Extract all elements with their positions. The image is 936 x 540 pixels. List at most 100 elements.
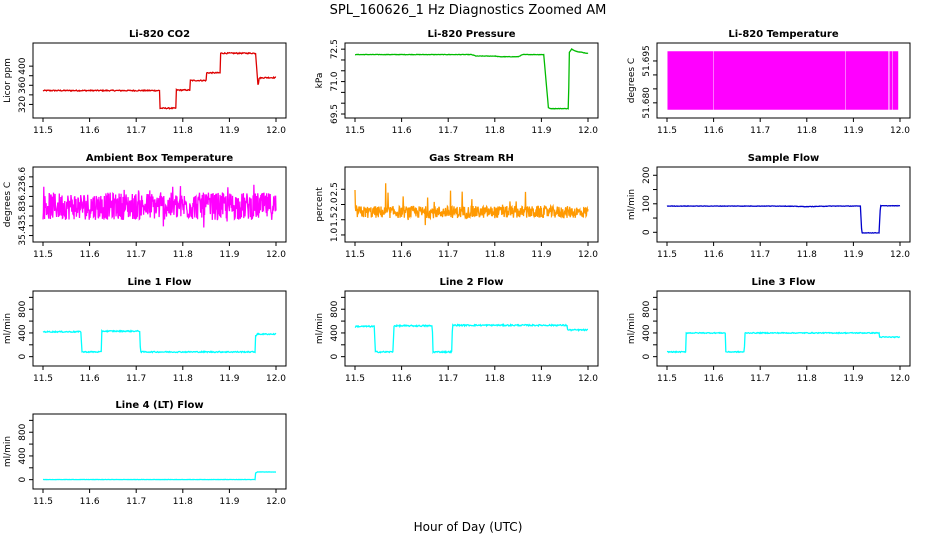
x-tick-label: 11.9: [843, 250, 863, 260]
plot-frame: [32, 413, 287, 490]
series-line-co2: [42, 51, 277, 110]
y-tick-label: 0: [18, 477, 28, 483]
x-tick-label: 11.6: [80, 126, 100, 136]
x-tick-label: 12.0: [890, 250, 910, 260]
x-axis: 11.5 11.6 11.7 11.8 11.9 12.0: [33, 242, 286, 260]
series-line-line1-flow: [42, 328, 277, 354]
x-tick-label: 11.5: [33, 250, 53, 260]
y-tick-label: 51.695: [642, 45, 652, 76]
series-line3-flow: [666, 331, 901, 354]
series-line2-flow: [354, 322, 589, 354]
panel-line1-flow: Line 1 Flow ml/min 11.5 11.6 11.7 11.8 11.9 12.…: [3, 277, 287, 384]
y-tick-label: 0: [18, 354, 28, 360]
series-line4-flow: [42, 471, 277, 481]
y-axis-label: ml/min: [3, 313, 13, 344]
y-axis: 0 400 800: [18, 419, 33, 483]
x-tick-label: 11.8: [173, 250, 193, 260]
y-tick-label: 400: [18, 324, 28, 341]
y-tick-label: 320: [18, 96, 28, 113]
x-tick-label: 11.9: [531, 250, 551, 260]
x-tick-label: 11.9: [531, 374, 551, 384]
series-line-line4-flow: [42, 471, 277, 481]
x-tick-label: 11.7: [126, 374, 146, 384]
x-axis: 11.5 11.6 11.7 11.8 11.9 12.0: [345, 118, 598, 136]
y-tick-label: 400: [18, 57, 28, 74]
x-tick-label: 11.5: [33, 497, 53, 507]
y-axis: 51.680 51.695: [642, 45, 657, 119]
y-tick-label: 360: [18, 76, 28, 93]
x-tick-label: 11.7: [126, 126, 146, 136]
x-tick-label: 11.7: [750, 374, 770, 384]
x-tick-label: 12.0: [266, 250, 286, 260]
x-tick-label: 11.9: [219, 126, 239, 136]
x-tick-label: 11.9: [219, 374, 239, 384]
x-tick-label: 11.7: [438, 374, 458, 384]
x-tick-label: 11.7: [750, 126, 770, 136]
panel-rh: Gas Stream RH percent 11.5 11.6 11.7 11.8 11.9…: [315, 153, 599, 260]
y-axis: 0 400 800: [642, 296, 657, 360]
x-tick-label: 11.8: [173, 497, 193, 507]
plot-frame: [344, 42, 599, 119]
x-tick-label: 11.6: [704, 374, 724, 384]
y-tick-label: 400: [330, 324, 340, 341]
global-x-axis-label: Hour of Day (UTC): [414, 520, 523, 534]
y-axis-label: Licor ppm: [3, 58, 13, 103]
series-sample-flow: [666, 204, 901, 234]
x-tick-label: 11.7: [438, 126, 458, 136]
plot-frame: [32, 166, 287, 243]
plot-frame: [32, 42, 287, 119]
panel-title: Line 1 Flow: [128, 277, 192, 288]
x-tick-label: 11.7: [126, 497, 146, 507]
series-line1-flow: [42, 328, 277, 354]
series-line-line2-flow: [354, 322, 589, 354]
x-tick-label: 11.7: [438, 250, 458, 260]
panel-title: Li-820 Temperature: [728, 29, 838, 40]
y-tick-label: 800: [330, 300, 340, 317]
series-line-pressure: [354, 48, 589, 110]
y-axis: 0 400 800: [18, 296, 33, 360]
y-tick-label: 0: [330, 354, 340, 360]
x-tick-label: 12.0: [890, 126, 910, 136]
panel-title: Li-820 Pressure: [427, 29, 515, 40]
x-tick-label: 11.8: [797, 126, 817, 136]
y-tick-label: 0: [642, 229, 652, 235]
x-axis: 11.5 11.6 11.7 11.8 11.9 12.0: [33, 118, 286, 136]
x-tick-label: 11.9: [843, 374, 863, 384]
y-axis-label: degrees C: [3, 182, 13, 227]
y-tick-label: 200: [642, 166, 652, 183]
y-tick-label: 800: [18, 300, 28, 317]
x-tick-label: 11.5: [657, 250, 677, 260]
panel-sample-flow: Sample Flow ml/min 11.5 11.6 11.7 11.8 11.9 12.…: [627, 153, 911, 260]
x-tick-label: 11.8: [797, 374, 817, 384]
x-tick-label: 11.5: [657, 374, 677, 384]
figure-title: SPL_160626_1 Hz Diagnostics Zoomed AM: [330, 3, 607, 18]
panel-title: Sample Flow: [748, 153, 820, 164]
y-tick-label: 2.5: [330, 182, 340, 196]
x-tick-label: 11.6: [392, 374, 412, 384]
x-tick-label: 11.6: [80, 250, 100, 260]
y-axis-label: ml/min: [627, 189, 637, 220]
x-tick-label: 11.5: [345, 374, 365, 384]
x-tick-label: 12.0: [266, 126, 286, 136]
x-axis: 11.5 11.6 11.7 11.8 11.9 12.0: [33, 489, 286, 507]
x-tick-label: 11.9: [531, 126, 551, 136]
x-tick-label: 11.7: [126, 250, 146, 260]
x-axis: 11.5 11.6 11.7 11.8 11.9 12.0: [657, 366, 910, 384]
x-tick-label: 11.6: [392, 250, 412, 260]
y-tick-label: 36.6: [18, 167, 28, 187]
y-tick-label: 72.5: [330, 39, 340, 59]
y-tick-label: 69.5: [330, 104, 340, 124]
y-axis: 0 400 800: [330, 296, 345, 360]
y-tick-label: 71.0: [330, 71, 340, 91]
series-rh: [354, 183, 589, 226]
x-tick-label: 11.8: [797, 250, 817, 260]
x-tick-label: 11.5: [33, 374, 53, 384]
series-co2: [42, 51, 277, 110]
x-tick-label: 11.5: [345, 126, 365, 136]
y-axis: 0 100 200: [642, 166, 657, 235]
x-tick-label: 12.0: [266, 374, 286, 384]
x-tick-label: 11.9: [219, 497, 239, 507]
